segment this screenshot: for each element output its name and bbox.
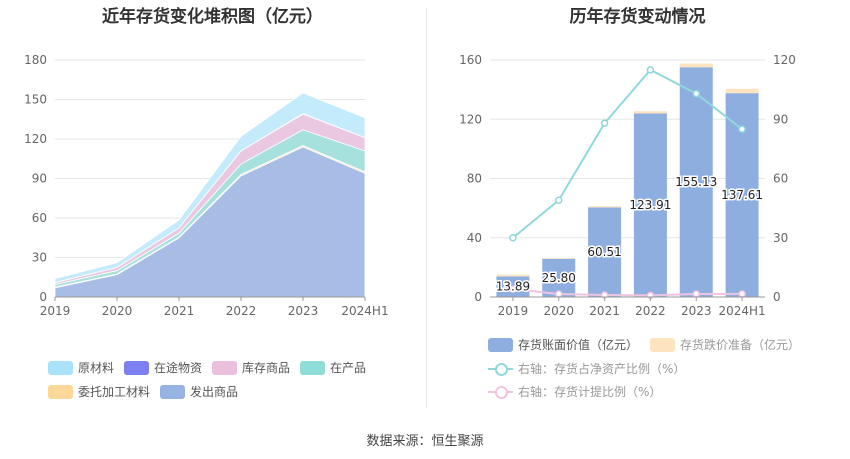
legend-item-inventory-goods[interactable]: 库存商品 [212, 359, 290, 376]
right-chart-title: 历年存货变动情况 [569, 7, 706, 27]
left-y-tick-label: 120 [24, 132, 47, 146]
legend-swatch [212, 360, 237, 375]
legend-item-wip[interactable]: 在产品 [300, 359, 366, 376]
left-y-tick-label: 90 [32, 172, 47, 186]
line-point [509, 285, 517, 293]
line-point [692, 290, 700, 298]
left-x-tick-label: 2023 [288, 304, 319, 318]
legend-item-consigned-material[interactable]: 委托加工材料 [48, 383, 150, 400]
legend-swatch [488, 362, 513, 376]
legend-label: 右轴：存货占净资产比例（%） [518, 362, 686, 376]
right-y-tick-label: 0 [474, 290, 482, 304]
right-y-tick-label: 80 [467, 172, 482, 186]
right-y2-tick-label: 90 [773, 112, 788, 126]
legend-label: 在途物资 [154, 361, 203, 375]
line-point [646, 66, 655, 74]
line-point [555, 290, 563, 298]
right-y2-tick-label: 120 [773, 53, 796, 67]
left-y-tick-label: 30 [32, 251, 47, 265]
bar-data-label: 13.89 [496, 280, 530, 294]
bar-book-value [588, 207, 622, 297]
legend-swatch [124, 360, 149, 375]
legend-item-in-transit[interactable]: 在途物资 [124, 359, 202, 376]
right-y-tick-label: 120 [459, 112, 482, 126]
data-source: 数据来源：恒生聚源 [366, 434, 484, 449]
bar-impairment [725, 88, 759, 94]
legend-label: 右轴：存货计提比例（%） [518, 385, 662, 399]
legend-swatch [48, 360, 73, 375]
left-x-tick-label: 2022 [226, 304, 257, 318]
legend-item-raw-material[interactable]: 原材料 [48, 359, 114, 376]
bar-data-label: 137.61 [721, 188, 763, 202]
legend-swatch [300, 360, 325, 375]
legend-swatch [488, 337, 513, 352]
legend-item-shipped-goods[interactable]: 发出商品 [160, 383, 238, 400]
right-x-tick-label: 2022 [635, 304, 666, 318]
legend-label: 原材料 [78, 361, 115, 375]
bar-impairment [633, 111, 667, 114]
bar-book-value [679, 67, 713, 297]
left-y-tick-label: 150 [24, 93, 47, 107]
legend-item-provision-ratio[interactable]: 右轴：存货计提比例（%） [488, 383, 661, 400]
legend-swatch [48, 384, 73, 399]
line-point [600, 119, 609, 127]
legend-swatch [488, 385, 513, 399]
right-x-tick-label: 2020 [543, 304, 574, 318]
right-y2-tick-label: 0 [773, 290, 781, 304]
left-chart-title: 近年存货变化堆积图（亿元） [102, 7, 323, 27]
line-series-右轴：存货计提比例（%） [512, 288, 743, 297]
right-x-tick-label: 2023 [681, 304, 712, 318]
line-point [555, 196, 563, 204]
left-y-tick-label: 180 [24, 53, 47, 67]
left-x-tick-label: 2019 [40, 304, 71, 318]
line-point [738, 125, 746, 133]
legend-label: 存货跌价准备（亿元） [680, 338, 801, 352]
right-x-tick-label: 2021 [589, 304, 620, 318]
line-series-右轴：存货占净资产比例（%） [512, 68, 743, 239]
right-x-tick-label: 2024H1 [718, 304, 765, 318]
line-point [738, 290, 746, 298]
bar-data-label: 155.13 [675, 175, 717, 189]
bar-impairment [588, 206, 622, 208]
chart-divider [426, 8, 427, 408]
legend-swatch [650, 337, 675, 352]
right-y-tick-label: 160 [459, 53, 482, 67]
left-x-tick-label: 2021 [164, 304, 195, 318]
bar-data-label: 123.91 [629, 198, 671, 212]
right-y2-tick-label: 60 [773, 172, 788, 186]
area-series-原材料 [54, 92, 366, 284]
bar-impairment [679, 63, 713, 68]
bar-book-value [633, 113, 667, 297]
bar-data-label: 25.80 [542, 271, 576, 285]
left-x-tick-label: 2020 [102, 304, 133, 318]
bar-impairment [496, 274, 530, 277]
bar-data-label: 60.51 [587, 245, 621, 259]
right-y-tick-label: 40 [467, 231, 482, 245]
left-x-tick-label: 2024H1 [341, 304, 388, 318]
bar-impairment [542, 258, 576, 259]
legend-label: 委托加工材料 [78, 385, 151, 399]
legend-item-book-value[interactable]: 存货账面价值（亿元） [488, 336, 638, 353]
line-point [692, 89, 700, 98]
legend-label: 发出商品 [190, 385, 239, 399]
legend-item-impairment[interactable]: 存货跌价准备（亿元） [650, 336, 800, 353]
left-y-tick-label: 0 [39, 290, 47, 304]
legend-label: 存货账面价值（亿元） [518, 338, 639, 352]
legend-swatch [160, 384, 185, 399]
legend-label: 在产品 [330, 361, 367, 375]
legend-label: 库存商品 [242, 361, 291, 375]
right-x-tick-label: 2019 [498, 304, 529, 318]
left-y-tick-label: 60 [32, 211, 47, 225]
right-y2-tick-label: 30 [773, 231, 788, 245]
legend-item-net-asset-ratio[interactable]: 右轴：存货占净资产比例（%） [488, 360, 685, 377]
line-point [509, 234, 517, 242]
